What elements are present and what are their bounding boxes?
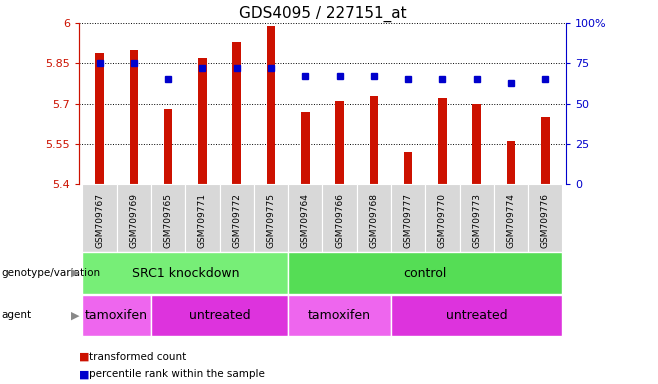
Text: GSM709770: GSM709770 bbox=[438, 194, 447, 248]
Text: ▶: ▶ bbox=[70, 310, 79, 320]
Text: SRC1 knockdown: SRC1 knockdown bbox=[132, 266, 239, 280]
Bar bbox=[438, 98, 447, 184]
Bar bbox=[232, 42, 241, 184]
Text: untreated: untreated bbox=[189, 309, 250, 322]
Text: ■: ■ bbox=[79, 352, 89, 362]
Text: agent: agent bbox=[1, 310, 32, 320]
Bar bbox=[336, 101, 344, 184]
Text: genotype/variation: genotype/variation bbox=[1, 268, 101, 278]
Text: ▶: ▶ bbox=[70, 268, 79, 278]
Text: GSM709774: GSM709774 bbox=[507, 194, 515, 248]
Text: transformed count: transformed count bbox=[89, 352, 186, 362]
Text: GSM709766: GSM709766 bbox=[335, 194, 344, 248]
Bar bbox=[198, 58, 207, 184]
Text: control: control bbox=[403, 266, 447, 280]
Bar bbox=[95, 53, 104, 184]
Text: GSM709765: GSM709765 bbox=[164, 194, 172, 248]
Text: GSM709775: GSM709775 bbox=[266, 194, 276, 248]
Bar bbox=[370, 96, 378, 184]
Text: GSM709772: GSM709772 bbox=[232, 194, 241, 248]
Bar bbox=[130, 50, 138, 184]
Text: ■: ■ bbox=[79, 369, 89, 379]
Bar bbox=[541, 117, 549, 184]
Text: GSM709776: GSM709776 bbox=[541, 194, 550, 248]
Bar bbox=[266, 26, 275, 184]
Title: GDS4095 / 227151_at: GDS4095 / 227151_at bbox=[239, 5, 406, 22]
Bar bbox=[301, 112, 309, 184]
Text: GSM709767: GSM709767 bbox=[95, 194, 104, 248]
Text: tamoxifen: tamoxifen bbox=[85, 309, 148, 322]
Text: GSM709764: GSM709764 bbox=[301, 194, 310, 248]
Text: GSM709773: GSM709773 bbox=[472, 194, 481, 248]
Text: percentile rank within the sample: percentile rank within the sample bbox=[89, 369, 265, 379]
Bar bbox=[507, 141, 515, 184]
Bar bbox=[404, 152, 413, 184]
Bar bbox=[164, 109, 172, 184]
Text: GSM709769: GSM709769 bbox=[130, 194, 138, 248]
Bar bbox=[472, 104, 481, 184]
Text: GSM709768: GSM709768 bbox=[369, 194, 378, 248]
Text: untreated: untreated bbox=[446, 309, 507, 322]
Text: GSM709777: GSM709777 bbox=[403, 194, 413, 248]
Text: tamoxifen: tamoxifen bbox=[308, 309, 371, 322]
Text: GSM709771: GSM709771 bbox=[198, 194, 207, 248]
